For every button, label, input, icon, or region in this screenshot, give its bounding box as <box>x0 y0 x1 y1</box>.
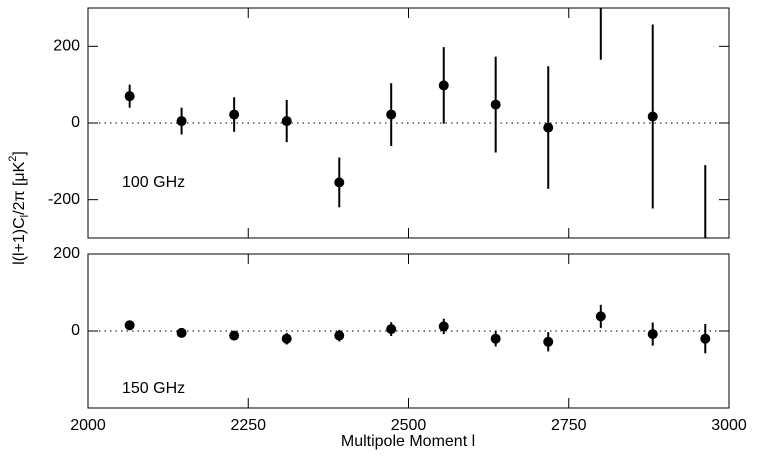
data-point <box>647 329 658 340</box>
data-point <box>229 109 240 120</box>
panel-annotation: 100 GHz <box>122 174 185 191</box>
data-point <box>229 330 240 341</box>
data-point <box>647 111 658 122</box>
data-point <box>490 333 501 344</box>
data-point <box>438 80 449 91</box>
data-point <box>334 330 345 341</box>
y-tick-label: -200 <box>48 191 80 208</box>
data-point <box>386 324 397 335</box>
y-label-sup: 2 <box>7 156 19 162</box>
y-label-sub: l <box>19 215 31 217</box>
y-label-part: ] <box>11 151 28 155</box>
data-point <box>700 279 710 289</box>
x-tick-label: 3000 <box>711 417 747 434</box>
panel-annotation: 150 GHz <box>122 380 185 397</box>
panel-frame <box>87 7 730 239</box>
x-tick-label: 2000 <box>70 417 106 434</box>
data-point <box>124 320 135 331</box>
data-point <box>700 333 711 344</box>
y-axis-label: l(l+1)Cl/2π [μK2] <box>7 151 31 265</box>
data-point <box>124 91 135 102</box>
y-label-part: l(l+1)C <box>11 217 28 265</box>
data-point <box>543 336 554 347</box>
x-tick-label: 2500 <box>391 417 427 434</box>
panel-frame <box>87 253 730 409</box>
series <box>124 304 711 354</box>
data-point <box>490 99 501 110</box>
data-point <box>281 333 292 344</box>
y-tick-label: 0 <box>71 114 80 131</box>
data-point <box>386 109 397 120</box>
x-tick-label: 2750 <box>551 417 587 434</box>
y-label-part: /2π [μK <box>11 161 28 214</box>
data-point <box>176 327 187 338</box>
data-point <box>438 321 449 332</box>
data-point <box>543 122 554 133</box>
data-point <box>281 116 292 127</box>
x-tick-label: 2250 <box>230 417 266 434</box>
data-point <box>334 177 345 188</box>
series <box>124 8 710 289</box>
data-point <box>176 116 187 127</box>
y-tick-label: 200 <box>53 38 80 55</box>
y-tick-label: 200 <box>53 245 80 262</box>
data-point <box>595 311 606 322</box>
y-tick-label: 0 <box>71 322 80 339</box>
x-axis-label: Multipole Moment l <box>341 433 475 450</box>
